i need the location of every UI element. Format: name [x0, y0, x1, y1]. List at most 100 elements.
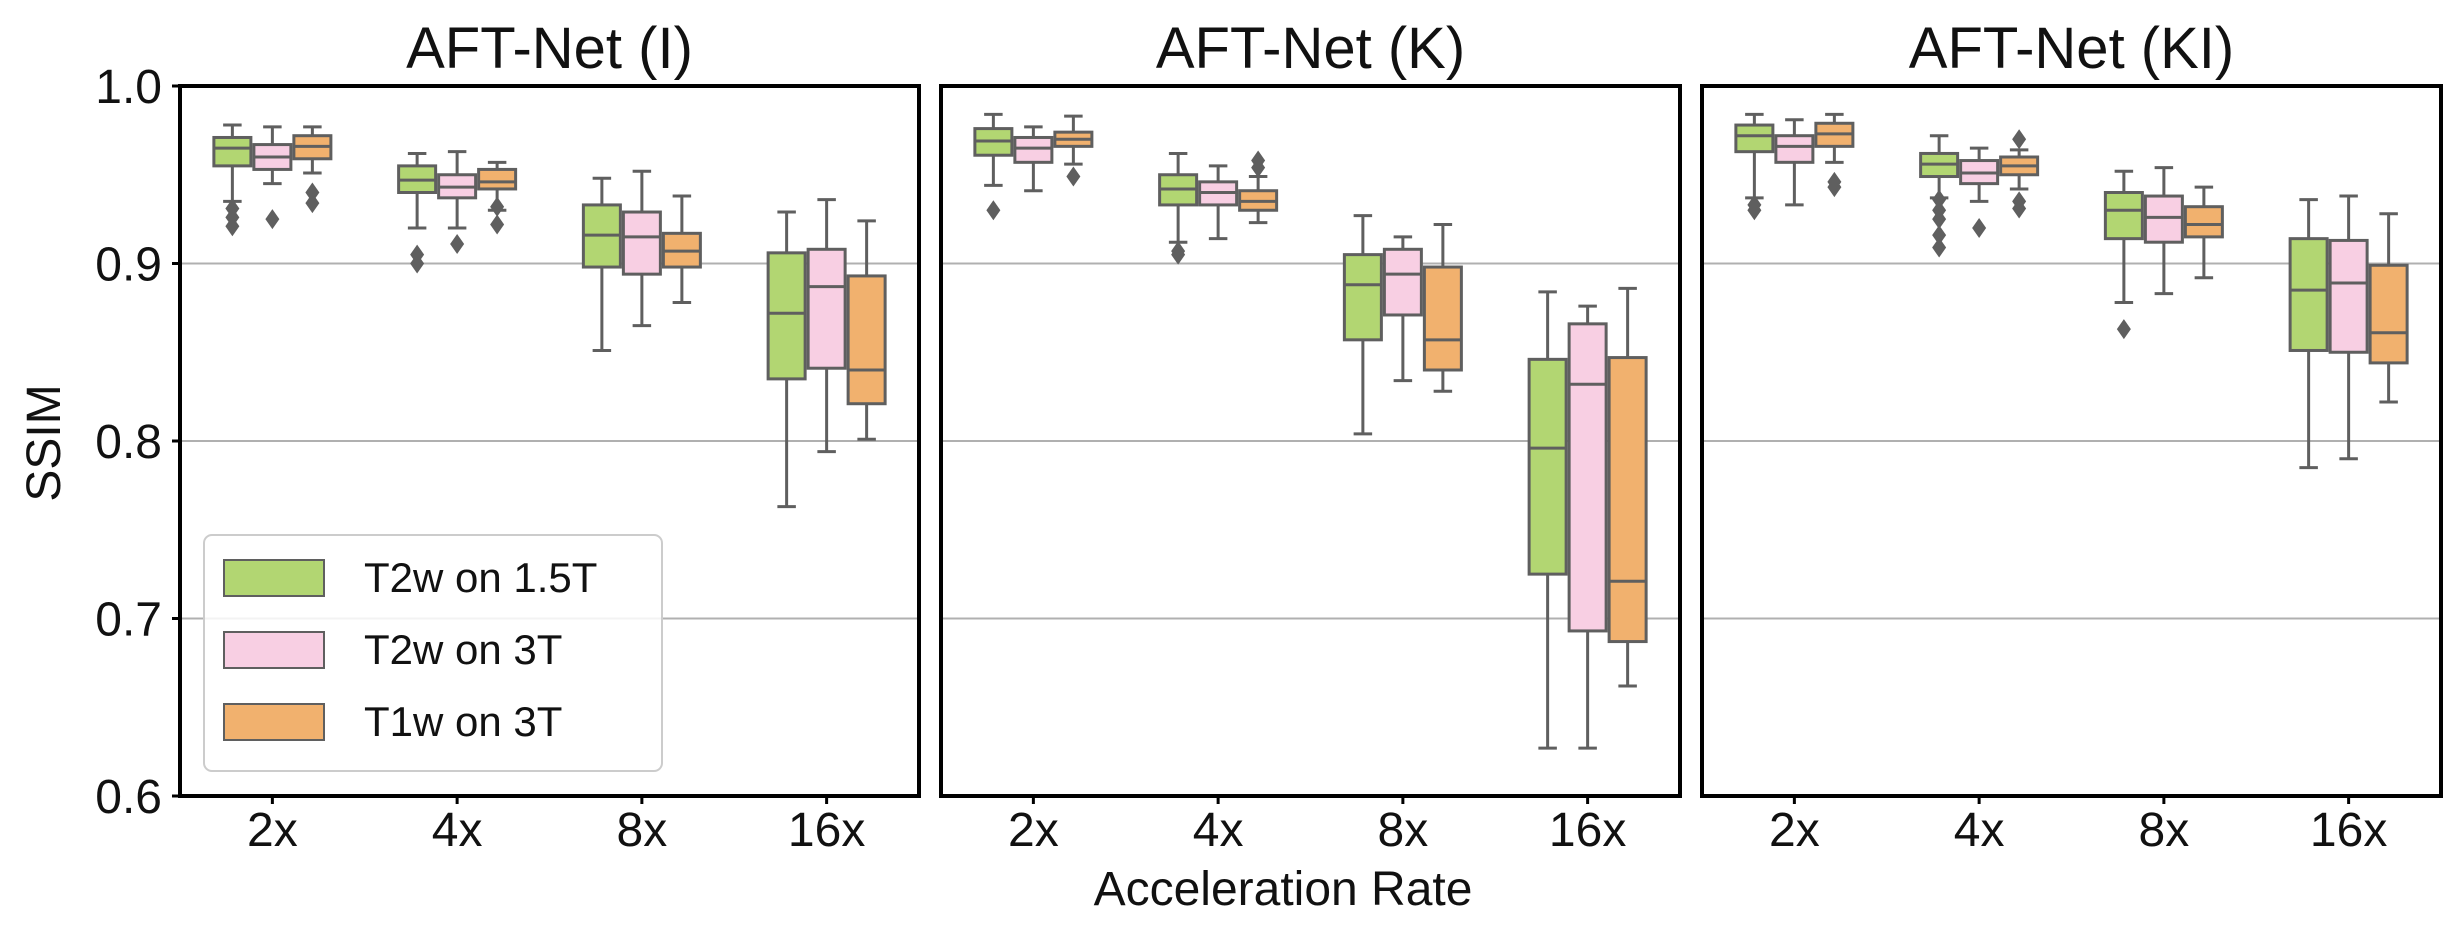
legend-item: T1w on 3T — [223, 698, 562, 745]
panel-1: 2x 4x 8x 16x AFT-Net (I) 0.6 0.7 0.8 0.9 1.0 — [95, 16, 921, 857]
panel-frame — [939, 84, 1682, 798]
legend-swatch — [223, 703, 325, 741]
y-tick-label: 0.7 — [95, 594, 162, 647]
box-iqr — [1774, 134, 1815, 164]
box-8x-series-1 — [2103, 169, 2144, 340]
box-4x-series-2 — [1959, 146, 2000, 238]
outlier-point — [986, 200, 1001, 221]
x-axis-label: Acceleration Rate — [1094, 863, 1473, 916]
box-2x-series-3 — [1814, 112, 1855, 198]
box-iqr — [2103, 191, 2144, 241]
legend-label: T2w on 3T — [364, 626, 562, 673]
outlier-point — [1747, 200, 1762, 221]
outlier-point — [2012, 129, 2027, 150]
box-iqr — [846, 274, 887, 406]
box-2x-series-1 — [1734, 112, 1775, 221]
box-16x-series-1 — [2288, 198, 2329, 470]
box-2x-series-1 — [212, 123, 253, 237]
box-4x-series-1 — [397, 151, 438, 274]
box-16x-series-3 — [1607, 286, 1648, 688]
box-iqr — [2183, 205, 2224, 239]
box-16x-series-3 — [2368, 212, 2409, 404]
box-8x-series-3 — [661, 194, 702, 305]
box-iqr — [1382, 247, 1423, 317]
box-iqr — [1527, 357, 1568, 576]
box-iqr — [2288, 237, 2329, 352]
legend-label: T2w on 1.5T — [364, 554, 597, 601]
outlier-point — [305, 182, 320, 203]
x-tick-label: 4x — [432, 804, 483, 857]
box-16x-series-2 — [2328, 194, 2369, 461]
legend-swatch — [223, 631, 325, 669]
outlier-point — [1251, 157, 1266, 178]
box-iqr — [1607, 356, 1648, 644]
box-iqr — [766, 251, 807, 381]
panel-3: 2x 4x 8x 16x AFT-Net (KI) — [1700, 16, 2443, 857]
outlier-point — [1972, 218, 1987, 238]
panel-frame — [1700, 84, 2443, 798]
panel-title: AFT-Net (K) — [1156, 16, 1465, 81]
outlier-point — [490, 214, 505, 235]
box-iqr — [1567, 322, 1608, 633]
box-iqr — [2328, 238, 2369, 354]
x-tick-label: 8x — [1378, 804, 1429, 857]
panel-title: AFT-Net (I) — [406, 16, 693, 81]
box-4x-series-1 — [1919, 134, 1960, 258]
outlier-point — [2116, 319, 2131, 340]
y-tick-label: 0.8 — [95, 416, 162, 469]
panels-group: 2x 4x 8x 16x AFT-Net (I) 0.6 0.7 0.8 0.9 1.0 2x 4x 8… — [95, 16, 2443, 857]
legend: T2w on 1.5T T2w on 3T T1w on 3T — [203, 534, 663, 772]
legend-item: T2w on 1.5T — [223, 554, 597, 601]
box-iqr — [1422, 265, 1463, 372]
box-2x-series-3 — [1053, 114, 1094, 187]
box-2x-series-3 — [292, 125, 333, 214]
box-8x-series-1 — [581, 176, 622, 352]
box-iqr — [621, 210, 662, 276]
outlier-point — [2012, 198, 2027, 219]
x-tick-label: 4x — [1954, 804, 2005, 857]
panel-2: 2x 4x 8x 16x AFT-Net (K) — [939, 16, 1682, 857]
box-iqr — [806, 247, 847, 370]
outlier-point — [410, 253, 425, 274]
x-tick-label: 16x — [2310, 804, 2387, 857]
box-16x-series-1 — [766, 210, 807, 509]
box-iqr — [212, 135, 253, 168]
x-tick-label: 16x — [788, 804, 865, 857]
box-iqr — [1013, 135, 1054, 164]
y-tick-label: 1.0 — [95, 61, 162, 114]
box-16x-series-3 — [846, 219, 887, 441]
box-16x-series-1 — [1527, 290, 1568, 750]
outlier-point — [265, 209, 280, 230]
outlier-point — [490, 196, 505, 217]
box-8x-series-1 — [1342, 214, 1383, 436]
panel-title: AFT-Net (KI) — [1909, 16, 2234, 81]
legend-item: T2w on 3T — [223, 626, 562, 673]
box-16x-series-2 — [806, 198, 847, 454]
box-8x-series-3 — [1422, 222, 1463, 393]
box-8x-series-2 — [2143, 166, 2184, 296]
x-tick-label: 8x — [2139, 804, 2190, 857]
box-4x-series-2 — [437, 150, 478, 254]
x-tick-label: 2x — [1008, 804, 1059, 857]
box-2x-series-2 — [252, 125, 293, 230]
y-tick-label: 0.6 — [95, 771, 162, 824]
x-tick-label: 8x — [617, 804, 668, 857]
box-4x-series-1 — [1158, 151, 1199, 265]
box-16x-series-2 — [1567, 304, 1608, 750]
box-4x-series-3 — [477, 160, 518, 235]
legend-label: T1w on 3T — [364, 698, 562, 745]
x-tick-label: 2x — [1769, 804, 1820, 857]
outlier-point — [1932, 237, 1947, 258]
box-4x-series-3 — [1238, 150, 1279, 225]
box-2x-series-1 — [973, 112, 1014, 221]
x-tick-label: 4x — [1193, 804, 1244, 857]
outlier-point — [1932, 225, 1947, 246]
box-8x-series-2 — [621, 169, 662, 328]
box-iqr — [1734, 123, 1775, 154]
outlier-point — [1932, 189, 1947, 210]
outlier-point — [305, 193, 320, 214]
box-4x-series-3 — [1999, 129, 2040, 219]
x-tick-label: 16x — [1549, 804, 1626, 857]
outlier-point — [1066, 166, 1081, 187]
